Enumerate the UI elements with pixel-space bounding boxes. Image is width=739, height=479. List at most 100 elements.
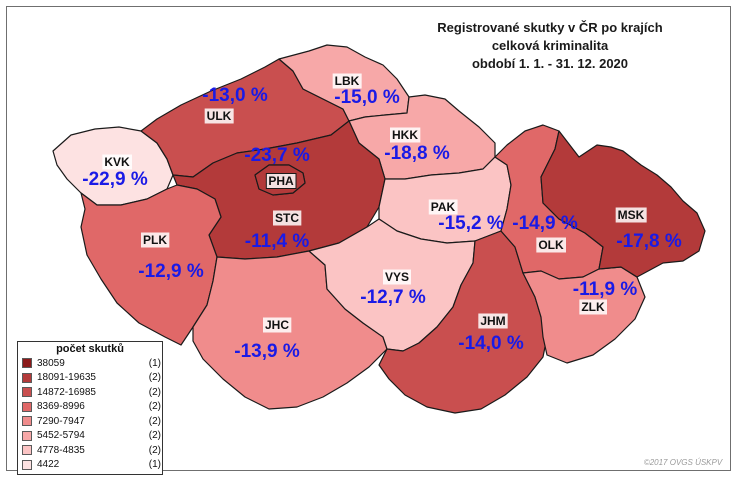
region-code-plk: PLK xyxy=(141,232,170,248)
region-value-hkk: -18,8 % xyxy=(384,143,450,164)
legend-rows: 38059 (1) 18091-19635 (2) 14872-16985 (2) 8369… xyxy=(18,356,162,472)
legend: počet skutků 38059 (1) 18091-19635 (2) 14872… xyxy=(17,341,163,475)
legend-count: (2) xyxy=(148,372,161,384)
legend-count: (2) xyxy=(148,401,161,413)
legend-swatch xyxy=(22,387,32,398)
legend-count: (2) xyxy=(148,415,161,427)
region-code-label: LBK xyxy=(335,74,360,88)
region-code-label: STC xyxy=(275,211,299,225)
region-code-label: PLK xyxy=(143,233,167,247)
legend-item: 18091-19635 (2) xyxy=(18,371,162,386)
region-zlk[interactable] xyxy=(522,266,646,364)
region-value-msk: -17,8 % xyxy=(616,231,682,252)
region-value-jhm: -14,0 % xyxy=(458,333,524,354)
legend-range: 14872-16985 xyxy=(37,386,96,398)
legend-swatch xyxy=(22,416,32,427)
region-code-box xyxy=(428,199,458,215)
region-code-layer: PHA STC JHC PLK KVK ULK LBK HKK PAK VYS JHM OLK ZLK M… xyxy=(102,73,647,333)
region-code-box xyxy=(332,73,362,89)
region-code-label: KVK xyxy=(104,155,130,169)
region-code-jhm: JHM xyxy=(478,313,508,329)
map-frame: Registrované skutky v ČR po krajích celk… xyxy=(6,6,731,475)
legend-range: 8369-8996 xyxy=(37,401,85,413)
region-value-pha: -23,7 % xyxy=(244,145,310,166)
region-code-box xyxy=(265,173,297,189)
legend-item: 8369-8996 (2) xyxy=(18,400,162,415)
region-code-box xyxy=(536,237,566,253)
legend-swatch xyxy=(22,445,32,456)
region-code-pak: PAK xyxy=(428,199,458,215)
legend-range: 4778-4835 xyxy=(37,444,85,456)
region-code-box xyxy=(262,317,292,333)
region-code-pha: PHA xyxy=(265,173,297,189)
region-code-label: JHM xyxy=(480,314,505,328)
legend-swatch xyxy=(22,459,32,470)
region-code-lbk: LBK xyxy=(332,73,362,89)
legend-swatch xyxy=(22,358,32,369)
region-code-stc: STC xyxy=(273,210,302,226)
region-value-zlk: -11,9 % xyxy=(573,279,638,300)
region-code-label: ULK xyxy=(207,109,232,123)
region-code-label: PHA xyxy=(268,174,294,188)
region-code-msk: MSK xyxy=(615,207,647,223)
region-code-hkk: HKK xyxy=(390,127,421,143)
region-value-jhc: -13,9 % xyxy=(234,341,300,362)
legend-item: 4778-4835 (2) xyxy=(18,443,162,458)
region-code-label: OLK xyxy=(538,238,564,252)
region-code-box xyxy=(390,127,421,143)
legend-range: 7290-7947 xyxy=(37,415,85,427)
legend-count: (2) xyxy=(148,386,161,398)
region-code-label: VYS xyxy=(385,270,409,284)
legend-item: 4422 (1) xyxy=(18,458,162,473)
region-value-ulk: -13,0 % xyxy=(202,85,268,106)
region-code-box xyxy=(579,299,607,315)
region-code-box xyxy=(273,210,302,226)
legend-range: 38059 xyxy=(37,357,65,369)
legend-range: 4422 xyxy=(37,459,60,471)
region-code-kvk: KVK xyxy=(102,154,132,170)
legend-item: 38059 (1) xyxy=(18,356,162,371)
legend-item: 5452-5794 (2) xyxy=(18,429,162,444)
legend-swatch xyxy=(22,430,32,441)
region-value-vys: -12,7 % xyxy=(360,287,426,308)
region-code-vys: VYS xyxy=(382,269,412,285)
region-value-olk: -14,9 % xyxy=(512,213,578,234)
region-code-box xyxy=(102,154,132,170)
region-code-box xyxy=(204,108,234,124)
region-code-label: JHC xyxy=(265,318,289,332)
region-value-pak: -15,2 % xyxy=(438,213,504,234)
region-msk[interactable] xyxy=(540,130,706,278)
region-value-lbk: -15,0 % xyxy=(334,87,400,108)
map-canvas: Registrované skutky v ČR po krajích celk… xyxy=(52,20,723,467)
legend-range: 5452-5794 xyxy=(37,430,85,442)
legend-title: počet skutků xyxy=(56,343,124,355)
region-code-jhc: JHC xyxy=(262,317,292,333)
region-code-olk: OLK xyxy=(536,237,566,253)
region-code-label: ZLK xyxy=(581,300,605,314)
region-code-box xyxy=(141,232,170,248)
region-value-kvk: -22,9 % xyxy=(82,169,148,190)
region-code-box xyxy=(382,269,412,285)
map-title-line2: celková kriminalita xyxy=(492,38,609,53)
region-code-label: HKK xyxy=(392,128,418,142)
legend-range: 18091-19635 xyxy=(37,372,96,384)
region-code-box xyxy=(478,313,508,329)
legend-swatch xyxy=(22,372,32,383)
region-value-plk: -12,9 % xyxy=(138,261,204,282)
region-code-box xyxy=(615,207,647,223)
legend-swatch xyxy=(22,401,32,412)
region-code-ulk: ULK xyxy=(204,108,234,124)
legend-count: (2) xyxy=(148,444,161,456)
legend-count: (2) xyxy=(148,430,161,442)
map-title-line3: období 1. 1. - 31. 12. 2020 xyxy=(472,56,628,71)
region-code-label: MSK xyxy=(618,208,645,222)
legend-count: (1) xyxy=(148,357,161,369)
legend-item: 14872-16985 (2) xyxy=(18,385,162,400)
region-code-label: PAK xyxy=(431,200,456,214)
region-code-zlk: ZLK xyxy=(579,299,607,315)
legend-count: (1) xyxy=(148,459,161,471)
copyright-text: ©2017 OVGS ÚSKPV xyxy=(644,458,723,467)
map-title-line1: Registrované skutky v ČR po krajích xyxy=(437,20,662,35)
region-value-layer: -23,7 % -11,4 % -13,9 % -12,9 % -22,9 % -13,0… xyxy=(82,85,682,362)
legend-item: 7290-7947 (2) xyxy=(18,414,162,429)
